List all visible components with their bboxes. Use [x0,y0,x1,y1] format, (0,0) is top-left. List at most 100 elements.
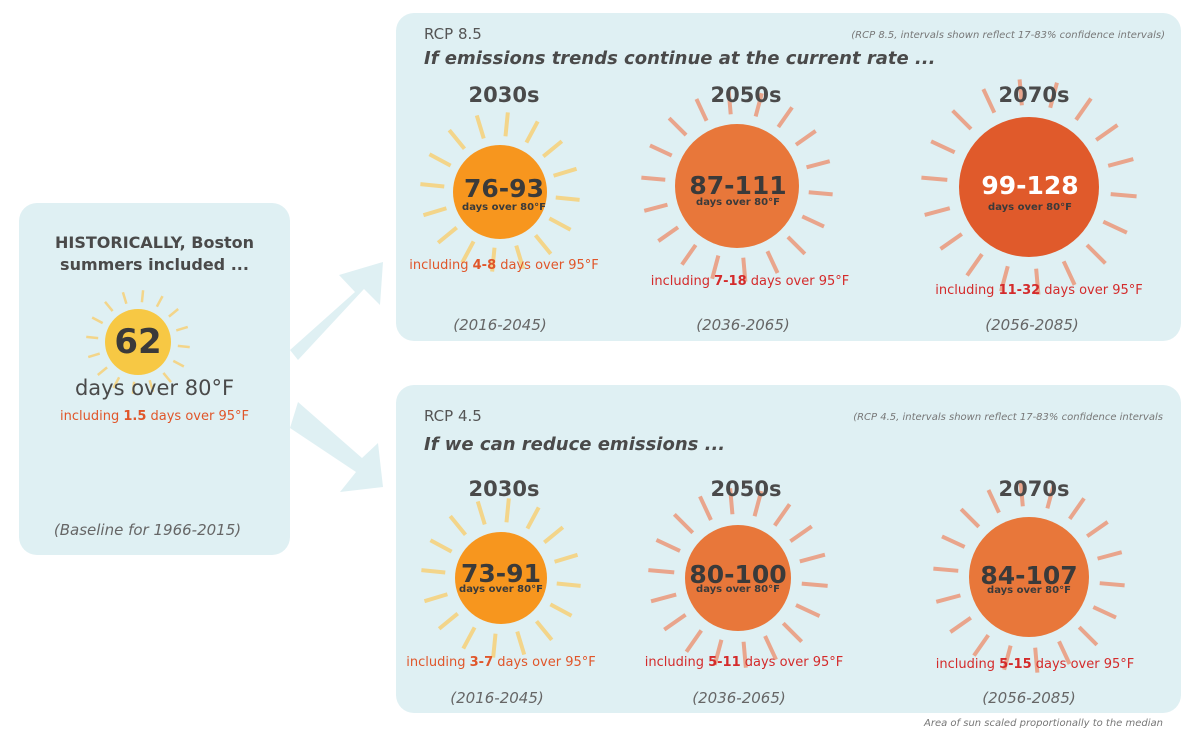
sun-ray [808,190,833,197]
sun-ray [1097,550,1123,561]
rcp85-unit-2050s: days over 80°F [696,197,780,208]
sun-ray [140,290,145,303]
sun-ray [422,206,447,218]
sun-ray [474,114,486,139]
rcp45-period-2050s: (2036-2065) [692,689,786,707]
rcp45-period-2070s: (2056-2085) [982,689,1076,707]
rcp85-label: RCP 8.5 [424,25,482,43]
rcp85-note: (RCP 8.5, intervals shown reflect 17-83%… [851,30,1165,41]
rcp45-decade-2070s: 2070s [998,477,1070,501]
sun-ray [168,308,179,318]
sun-ray [534,620,554,642]
sun-ray [1092,605,1117,620]
sun-ray [177,344,190,349]
sun-ray [776,106,794,129]
sun-ray [935,593,961,604]
sun-ray [801,581,828,588]
arrow-down-icon [290,402,383,492]
rcp45-incl-suffix-2030s: days over 95°F [493,655,596,670]
sun-disc [959,117,1099,257]
sun-ray [556,581,581,588]
sun-ray [515,631,527,656]
sun-ray [649,143,673,158]
sun-ray [939,232,963,251]
sun-ray [650,592,677,604]
rcp45-incl-suffix-2050s: days over 95°F [740,655,844,670]
sun-ray [773,503,792,527]
rcp85-period-2030s: (2016-2045) [453,316,547,334]
sun-ray [806,159,831,170]
sun-ray [1048,82,1059,109]
sun-ray [667,116,688,137]
sun-ray [799,552,826,564]
sun-ray [175,325,189,332]
rcp45-incl-value-2050s: 5-11 [708,655,741,670]
sun-ray [447,128,467,150]
rcp85-incl-suffix-2030s: days over 95°F [496,258,599,273]
historical-including-value: 1.5 [123,409,147,424]
rcp45-incl-prefix-2030s: including [406,655,470,670]
rcp85-incl-suffix-2050s: days over 95°F [746,274,850,289]
sun-ray [1033,647,1040,673]
sun-ray [555,195,580,202]
sun-ray [930,139,956,155]
sun-ray [491,633,498,658]
sun-ray [524,120,540,144]
sun-ray [91,316,104,325]
footnote: Area of sun scaled proportionally to the… [924,718,1163,729]
sun-ray [1086,520,1109,538]
rcp45-including-2030s: including 3-7 days over 95°F [401,655,601,670]
rcp45-unit-2070s: days over 80°F [987,585,1071,596]
sun-ray [1099,581,1125,588]
historical-including-suffix: days over 95°F [146,409,249,424]
rcp45-note: (RCP 4.5, intervals shown reflect 17-83%… [853,412,1163,423]
sun-ray [941,534,966,549]
sun-ray [657,225,680,243]
sun-ray [131,381,136,394]
sun-ray [121,291,128,305]
sun-ray [965,253,984,277]
sun-ray [548,216,572,232]
sun-ray [959,507,981,529]
sun-ray [710,255,721,280]
sun-ray [112,376,121,389]
historical-title: HISTORICALLY, Boston summers included ..… [19,232,290,276]
sun-ray [148,379,155,393]
sun-ray [663,613,687,632]
sun-ray [794,129,817,147]
rcp45-range-2070s: 84-107 [980,561,1078,590]
sun-ray [684,629,703,653]
sun-ray [428,152,452,168]
rcp85-incl-value-2050s: 7-18 [714,274,747,289]
sun-ray [789,524,813,543]
sun-ray [753,92,764,117]
rcp45-decade-2050s: 2050s [710,477,782,501]
sun-ray [553,166,578,178]
historical-value: 62 [114,322,162,362]
sun-ray [460,240,476,264]
sun-ray [1074,97,1093,121]
sun-ray [972,634,990,657]
sun-ray [155,295,164,308]
sun-ray [420,182,445,189]
rcp45-sun-2050s-icon [648,488,828,668]
rcp85-including-2070s: including 11-32 days over 95°F [929,283,1149,298]
sun-ray [97,366,108,376]
sun-ray [554,552,579,564]
sun-ray [795,603,821,618]
sun-ray [504,498,511,523]
rcp85-incl-prefix-2070s: including [935,283,999,298]
sun-disc [675,124,799,248]
sun-ray [448,514,468,536]
sun-ray [104,301,114,312]
rcp45-including-2070s: including 5-15 days over 95°F [925,657,1145,672]
sun-ray [728,488,735,515]
historical-sun-icon [86,290,190,394]
sun-ray [490,247,497,272]
sun-ray [1045,483,1056,509]
sun-disc [105,309,171,375]
rcp85-incl-value-2070s: 11-32 [998,283,1041,298]
sun-ray [1017,79,1024,106]
sun-ray [533,234,553,256]
sun-ray [712,639,724,666]
